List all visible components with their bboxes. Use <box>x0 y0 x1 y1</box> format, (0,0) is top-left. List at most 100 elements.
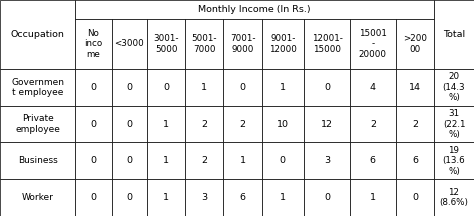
Bar <box>75 69 112 106</box>
Text: 0: 0 <box>91 193 97 202</box>
Bar <box>223 106 262 142</box>
Text: 0: 0 <box>127 156 132 165</box>
Text: 3: 3 <box>201 193 208 202</box>
Text: 0: 0 <box>91 119 97 129</box>
Text: 9001-
12000: 9001- 12000 <box>269 34 297 54</box>
Text: <3000: <3000 <box>115 40 144 48</box>
Bar <box>350 69 396 106</box>
Bar <box>147 69 185 106</box>
Bar <box>185 142 223 179</box>
Text: 20
(14.3
%): 20 (14.3 %) <box>443 72 465 102</box>
Text: 0: 0 <box>163 83 169 92</box>
Text: Private
employee: Private employee <box>15 114 60 134</box>
Text: 1: 1 <box>163 119 169 129</box>
Bar <box>350 142 396 179</box>
Bar <box>185 69 223 106</box>
Bar <box>0 106 75 142</box>
Bar <box>396 69 434 106</box>
Bar <box>112 69 147 106</box>
Text: Total: Total <box>443 30 465 39</box>
Text: 12001-
15000: 12001- 15000 <box>311 34 342 54</box>
Text: 2: 2 <box>239 119 246 129</box>
Bar <box>147 179 185 216</box>
Bar <box>0 0 75 69</box>
Bar <box>75 0 434 19</box>
Text: 10: 10 <box>277 119 289 129</box>
Bar <box>223 179 262 216</box>
Bar <box>434 179 474 216</box>
Text: No
inco
me: No inco me <box>84 29 103 59</box>
Text: 1: 1 <box>163 156 169 165</box>
Text: 0: 0 <box>324 193 330 202</box>
Bar <box>185 179 223 216</box>
Bar <box>223 142 262 179</box>
Bar <box>434 69 474 106</box>
Text: 2: 2 <box>370 119 376 129</box>
Text: Worker: Worker <box>22 193 54 202</box>
Bar <box>304 69 350 106</box>
Text: 1: 1 <box>280 83 286 92</box>
Bar <box>434 142 474 179</box>
Bar <box>396 19 434 69</box>
Text: 5001-
7000: 5001- 7000 <box>191 34 217 54</box>
Text: 0: 0 <box>127 119 132 129</box>
Text: 3: 3 <box>324 156 330 165</box>
Bar <box>304 106 350 142</box>
Bar <box>396 106 434 142</box>
Text: >200
00: >200 00 <box>403 34 427 54</box>
Text: 1: 1 <box>370 193 376 202</box>
Text: 0: 0 <box>324 83 330 92</box>
Text: 0: 0 <box>239 83 246 92</box>
Text: 15001
-
20000: 15001 - 20000 <box>359 29 387 59</box>
Bar <box>0 142 75 179</box>
Bar <box>350 179 396 216</box>
Text: 14: 14 <box>409 83 421 92</box>
Text: 6: 6 <box>412 156 418 165</box>
Text: 3001-
5000: 3001- 5000 <box>154 34 179 54</box>
Bar <box>434 106 474 142</box>
Bar <box>185 106 223 142</box>
Bar <box>396 179 434 216</box>
Text: Business: Business <box>18 156 57 165</box>
Bar <box>262 142 304 179</box>
Bar <box>434 0 474 69</box>
Bar <box>304 142 350 179</box>
Text: 1: 1 <box>239 156 246 165</box>
Text: 19
(13.6
%): 19 (13.6 %) <box>443 146 465 176</box>
Bar <box>0 69 75 106</box>
Text: 12
(8.6%): 12 (8.6%) <box>439 188 468 207</box>
Bar <box>75 142 112 179</box>
Bar <box>223 19 262 69</box>
Bar <box>262 69 304 106</box>
Text: Occupation: Occupation <box>11 30 64 39</box>
Text: 31
(22.1
%): 31 (22.1 %) <box>443 109 465 139</box>
Bar <box>75 19 112 69</box>
Bar <box>262 179 304 216</box>
Text: 0: 0 <box>91 83 97 92</box>
Bar <box>0 179 75 216</box>
Text: 2: 2 <box>201 119 207 129</box>
Bar <box>350 106 396 142</box>
Text: 4: 4 <box>370 83 376 92</box>
Bar <box>304 19 350 69</box>
Bar <box>350 19 396 69</box>
Bar <box>112 19 147 69</box>
Bar <box>112 179 147 216</box>
Text: Governmen
t employee: Governmen t employee <box>11 78 64 97</box>
Bar <box>112 106 147 142</box>
Bar <box>112 142 147 179</box>
Text: 0: 0 <box>127 83 132 92</box>
Bar <box>223 69 262 106</box>
Text: 0: 0 <box>91 156 97 165</box>
Bar <box>396 142 434 179</box>
Text: 0: 0 <box>127 193 132 202</box>
Text: 6: 6 <box>370 156 376 165</box>
Text: 7001-
9000: 7001- 9000 <box>230 34 255 54</box>
Bar <box>262 106 304 142</box>
Bar <box>185 19 223 69</box>
Bar <box>147 142 185 179</box>
Text: 6: 6 <box>239 193 246 202</box>
Text: 2: 2 <box>201 156 207 165</box>
Text: 1: 1 <box>163 193 169 202</box>
Bar <box>262 19 304 69</box>
